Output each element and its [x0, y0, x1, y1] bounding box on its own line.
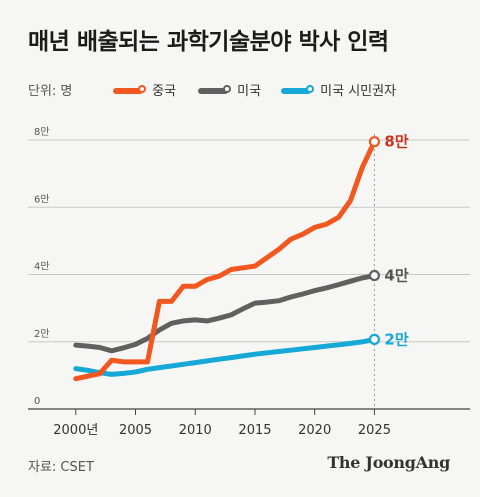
- x-tick-label: 2025: [358, 423, 391, 438]
- y-tick-label: 6만: [34, 193, 50, 205]
- chart-title: 매년 배출되는 과학기술분야 박사 인력: [28, 29, 389, 55]
- x-tick-label: 2005: [119, 423, 152, 438]
- series-line: [73, 273, 377, 354]
- x-tick-label: 2020: [298, 423, 331, 438]
- legend-swatch-china: [113, 84, 146, 94]
- legend-item-us: 미국: [198, 80, 261, 99]
- series-end-label: 8만: [384, 133, 408, 151]
- legend-label-us-citizens: 미국 시민권자: [320, 84, 397, 99]
- legend-item-china: 중국: [113, 80, 176, 99]
- series-end-marker: [368, 269, 381, 282]
- legend-swatch-us: [198, 84, 231, 94]
- series-end-marker: [368, 333, 381, 345]
- legend: 단위: 명 중국 미국 미국 시민권자: [28, 78, 470, 99]
- y-tick-label: 8만: [34, 126, 50, 138]
- x-tick-label: 2000년: [53, 423, 98, 438]
- series-line: [73, 336, 377, 377]
- unit-label: 단위: 명: [28, 84, 73, 99]
- legend-swatch-us-citizens: [281, 84, 314, 94]
- series-end-label: 2만: [384, 330, 408, 348]
- series-line: [73, 139, 377, 382]
- brand-logo: The JoongAng: [327, 453, 450, 472]
- x-tick-label: 2015: [238, 423, 271, 438]
- y-tick-label: 0: [34, 396, 40, 407]
- y-tick-label: 2만: [34, 328, 50, 340]
- series-end-label: 4만: [384, 267, 408, 285]
- legend-label-us: 미국: [237, 84, 262, 99]
- y-tick-label: 4만: [34, 261, 50, 273]
- x-tick-label: 2010: [179, 423, 212, 438]
- series-end-marker: [368, 136, 381, 148]
- legend-item-us-citizens: 미국 시민권자: [281, 80, 396, 99]
- source-note: 자료: CSET: [28, 460, 94, 475]
- legend-label-china: 중국: [152, 84, 177, 99]
